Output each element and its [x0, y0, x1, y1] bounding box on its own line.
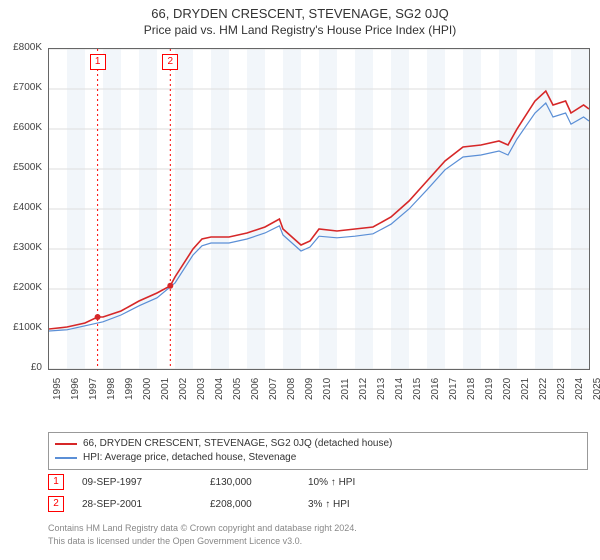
chart-marker-2: 2 [162, 54, 178, 70]
transaction-price: £208,000 [210, 499, 290, 510]
y-tick-label: £100K [0, 322, 42, 333]
x-tick-label: 2016 [430, 378, 441, 400]
chart-marker-1: 1 [90, 54, 106, 70]
x-tick-label: 2010 [322, 378, 333, 400]
footer-attribution: Contains HM Land Registry data © Crown c… [48, 522, 588, 547]
x-tick-label: 2017 [448, 378, 459, 400]
footer-line-1: Contains HM Land Registry data © Crown c… [48, 522, 588, 535]
x-tick-label: 2011 [340, 378, 351, 400]
transaction-delta: 3% ↑ HPI [308, 499, 350, 510]
x-tick-label: 2022 [538, 378, 549, 400]
transaction-date: 09-SEP-1997 [82, 477, 192, 488]
legend-label: 66, DRYDEN CRESCENT, STEVENAGE, SG2 0JQ … [83, 437, 392, 451]
chart-title: 66, DRYDEN CRESCENT, STEVENAGE, SG2 0JQ [0, 6, 600, 21]
x-tick-label: 2018 [466, 378, 477, 400]
x-tick-label: 1995 [52, 378, 63, 400]
y-tick-label: £0 [0, 362, 42, 373]
x-tick-label: 2012 [358, 378, 369, 400]
legend-swatch [55, 443, 77, 445]
x-tick-label: 2006 [250, 378, 261, 400]
y-tick-label: £500K [0, 162, 42, 173]
transaction-row: 1 09-SEP-1997 £130,000 10% ↑ HPI [48, 474, 355, 490]
x-tick-label: 2009 [304, 378, 315, 400]
x-tick-label: 2014 [394, 378, 405, 400]
legend-item: 66, DRYDEN CRESCENT, STEVENAGE, SG2 0JQ … [55, 437, 581, 451]
x-tick-label: 1996 [70, 378, 81, 400]
transaction-price: £130,000 [210, 477, 290, 488]
x-tick-label: 2023 [556, 378, 567, 400]
x-tick-label: 2001 [160, 378, 171, 400]
x-tick-label: 2019 [484, 378, 495, 400]
transaction-row: 2 28-SEP-2001 £208,000 3% ↑ HPI [48, 496, 350, 512]
chart-legend: 66, DRYDEN CRESCENT, STEVENAGE, SG2 0JQ … [48, 432, 588, 470]
legend-item: HPI: Average price, detached house, Stev… [55, 451, 581, 465]
x-tick-label: 2013 [376, 378, 387, 400]
y-tick-label: £300K [0, 242, 42, 253]
x-tick-label: 2020 [502, 378, 513, 400]
x-tick-label: 2007 [268, 378, 279, 400]
x-tick-label: 2025 [592, 378, 600, 400]
y-tick-label: £800K [0, 42, 42, 53]
legend-swatch [55, 457, 77, 459]
x-tick-label: 2021 [520, 378, 531, 400]
x-tick-label: 2005 [232, 378, 243, 400]
legend-label: HPI: Average price, detached house, Stev… [83, 451, 296, 465]
y-tick-label: £400K [0, 202, 42, 213]
x-tick-label: 2003 [196, 378, 207, 400]
transaction-delta: 10% ↑ HPI [308, 477, 355, 488]
chart-plot-area [48, 48, 590, 370]
x-tick-label: 2008 [286, 378, 297, 400]
transaction-marker: 2 [48, 496, 64, 512]
x-tick-label: 2000 [142, 378, 153, 400]
transaction-marker: 1 [48, 474, 64, 490]
chart-subtitle: Price paid vs. HM Land Registry's House … [0, 23, 600, 37]
x-tick-label: 2002 [178, 378, 189, 400]
y-tick-label: £200K [0, 282, 42, 293]
x-tick-label: 2024 [574, 378, 585, 400]
footer-line-2: This data is licensed under the Open Gov… [48, 535, 588, 548]
transaction-date: 28-SEP-2001 [82, 499, 192, 510]
x-tick-label: 1998 [106, 378, 117, 400]
x-tick-label: 2015 [412, 378, 423, 400]
y-tick-label: £700K [0, 82, 42, 93]
y-tick-label: £600K [0, 122, 42, 133]
x-tick-label: 1999 [124, 378, 135, 400]
x-tick-label: 2004 [214, 378, 225, 400]
x-tick-label: 1997 [88, 378, 99, 400]
